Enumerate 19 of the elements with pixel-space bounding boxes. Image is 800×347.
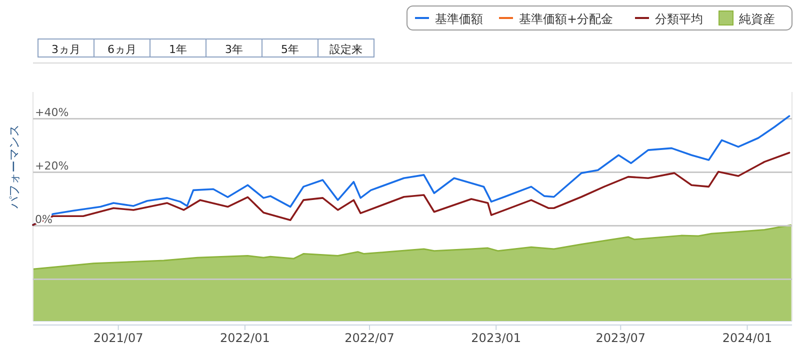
text: 5年 [281,43,299,56]
x-tick-label: 2024/01 [722,331,772,345]
text: 6ヵ月 [108,43,136,56]
text: 3ヵ月 [52,43,80,56]
text: 設定来 [330,43,362,56]
x-tick-label: 2023/01 [471,331,522,345]
y-tick-label: +40% [35,106,69,119]
legend-label: 基準価額 [435,12,483,26]
legend-label: 分類平均 [655,12,703,26]
legend-label: 基準価額+分配金 [519,12,614,26]
y-axis-title: パフォーマンス [7,124,21,210]
x-tick-label: 2022/01 [220,331,270,345]
legend-label: 純資産 [739,12,775,26]
x-tick-label: 2021/07 [93,331,144,345]
x-tick-label: 2023/07 [596,331,646,345]
text: 1年 [169,43,187,56]
y-tick-label: +20% [35,159,69,172]
x-tick-label: 2022/07 [344,331,394,345]
text: 3年 [225,43,243,56]
